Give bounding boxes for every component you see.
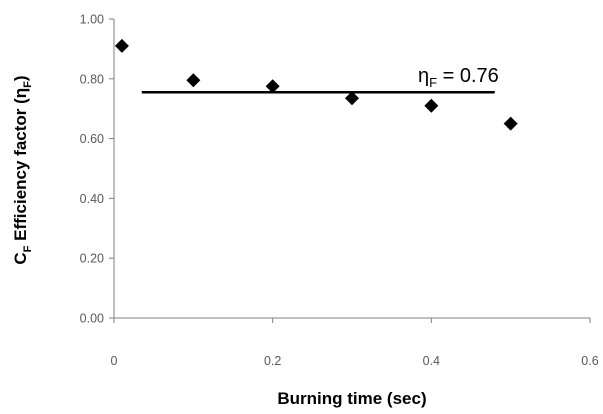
y-tick-label: 0.80 (80, 72, 104, 86)
annotation-value: = 0.76 (437, 65, 499, 87)
x-tick-label: 0 (111, 354, 118, 368)
data-points (114, 38, 518, 131)
data-point (424, 98, 439, 113)
y-tick-label: 0.00 (80, 312, 104, 326)
y-axis-title-c-sub: F (22, 245, 34, 252)
data-point (114, 38, 129, 53)
y-tick-label: 0.40 (80, 192, 104, 206)
data-point (503, 116, 518, 131)
x-tick-label: 0.2 (264, 354, 281, 368)
x-tick-label: 0.6 (581, 354, 598, 368)
data-point (345, 91, 359, 106)
y-tick-label: 0.60 (80, 132, 104, 146)
x-tick-label: 0.4 (423, 354, 440, 368)
y-axis-title-text: Efficiency factor (η (11, 88, 30, 246)
y-axis-title-eta-sub: F (22, 81, 34, 88)
y-axis-title: CF Efficiency factor (ηF) (11, 75, 34, 264)
y-tick-label: 1.00 (80, 13, 104, 27)
y-axis-title-close: ) (11, 75, 30, 81)
y-tick-label: 0.20 (80, 252, 104, 266)
data-point (186, 73, 201, 88)
data-point (265, 79, 280, 94)
annotation-eta: η (418, 65, 429, 87)
annotation-label: ηF = 0.76 (418, 65, 499, 90)
ticks: 0.00 0.20 0.40 0.60 0.80 1.00 0 0.2 0.4 0.6 (80, 13, 599, 369)
axes (113, 19, 590, 319)
y-axis-title-c: C (11, 252, 30, 264)
x-axis-title: Burning time (sec) (277, 389, 426, 408)
annotation-sub: F (429, 75, 437, 90)
